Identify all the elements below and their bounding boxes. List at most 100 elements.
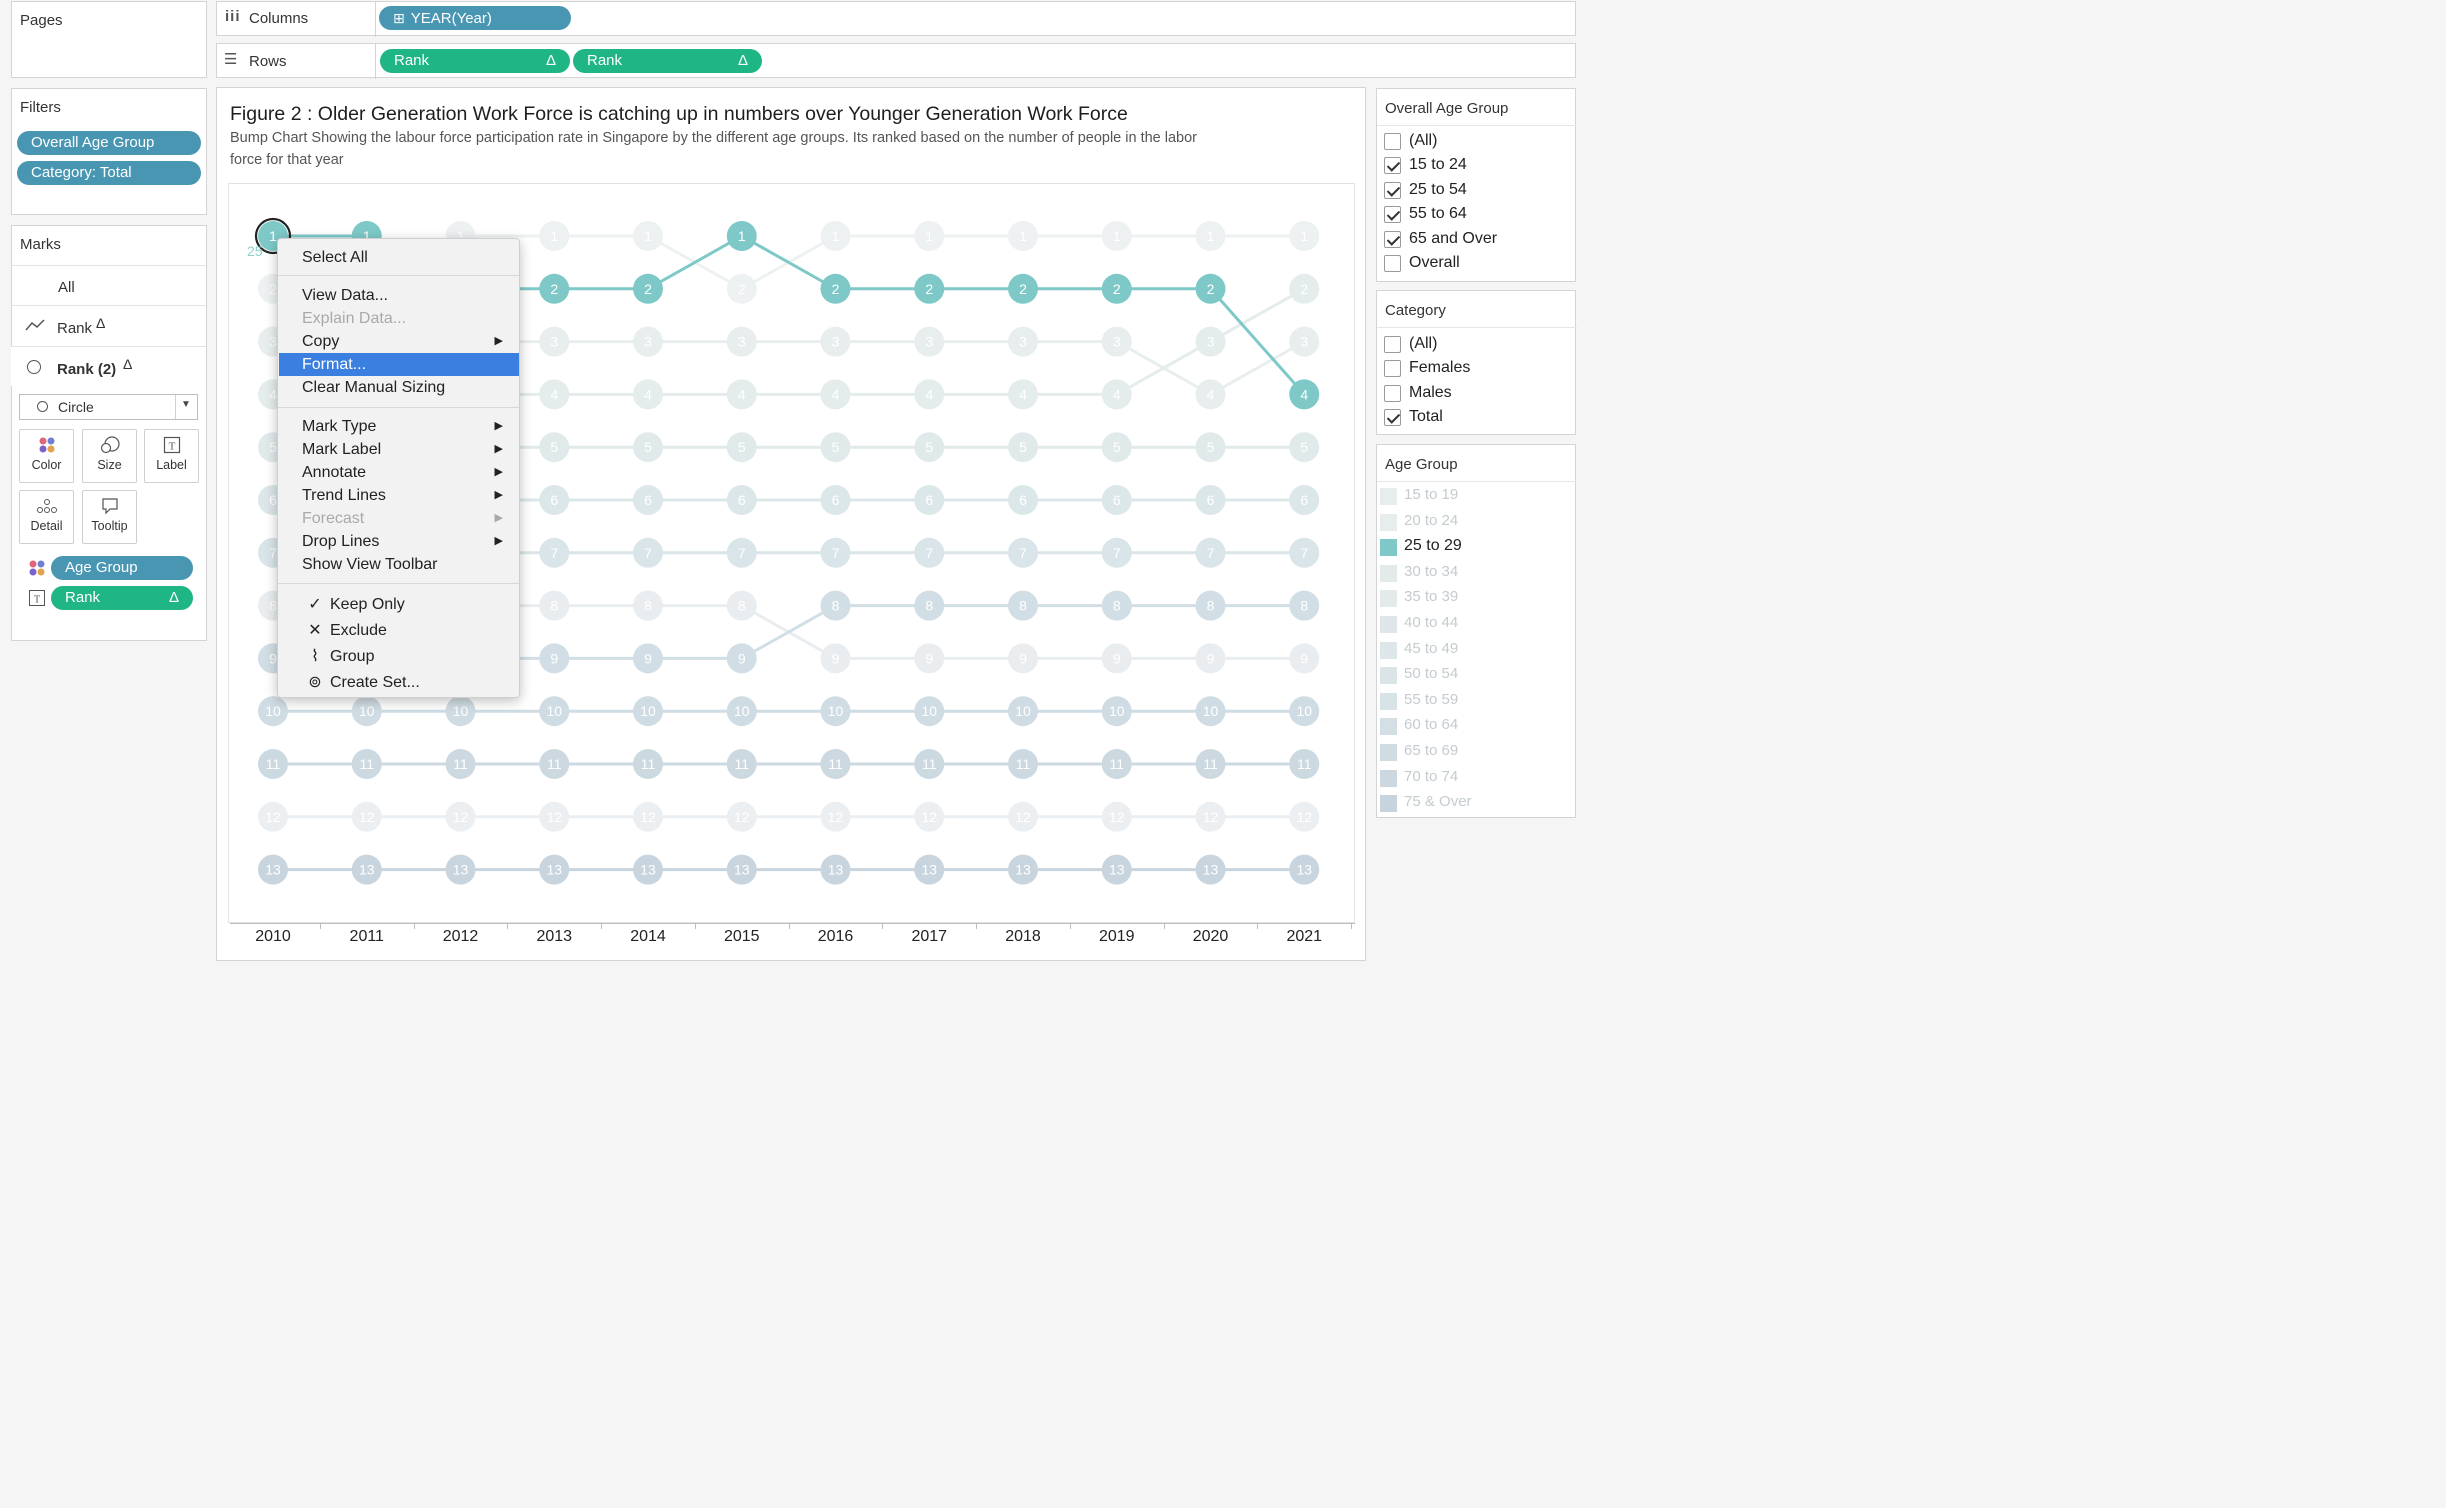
checkbox-checked[interactable]	[1384, 181, 1401, 199]
rank-point[interactable]	[726, 749, 757, 779]
checkbox-unchecked[interactable]	[1384, 255, 1401, 272]
rank-point[interactable]	[1195, 485, 1226, 515]
rank-point[interactable]	[1195, 326, 1226, 357]
overall-age-group-option[interactable]: 25 to 54	[1384, 180, 1564, 202]
selected-point-ring[interactable]	[254, 217, 292, 255]
menu-item-mark-type[interactable]: Mark Type ▶	[279, 415, 519, 438]
rank-point[interactable]	[914, 801, 945, 832]
rank-pill-2[interactable]: Rank Δ	[573, 49, 762, 73]
rank-point[interactable]	[914, 326, 945, 357]
rank-point[interactable]	[914, 696, 945, 727]
rank-point[interactable]	[914, 379, 945, 410]
rank-point[interactable]	[1101, 801, 1132, 832]
rank-point[interactable]	[726, 537, 757, 568]
rank-point[interactable]	[726, 273, 757, 304]
highlight-rank-point[interactable]	[914, 273, 945, 304]
rank-point[interactable]	[820, 643, 851, 674]
marks-all-tab[interactable]: All	[11, 265, 206, 305]
menu-item-copy[interactable]: Copy ▶	[279, 330, 519, 353]
rank-point[interactable]	[1101, 537, 1132, 568]
rank-point[interactable]	[1289, 590, 1320, 621]
checkbox-checked[interactable]	[1384, 409, 1401, 427]
age-group-legend-item[interactable]: 55 to 59	[1380, 690, 1560, 712]
rank-point[interactable]	[1289, 854, 1320, 885]
rank-point[interactable]	[445, 749, 476, 779]
checkbox-checked[interactable]	[1384, 157, 1401, 175]
rank-point[interactable]	[539, 590, 570, 621]
rank-point[interactable]	[820, 749, 851, 779]
filter-pill-category[interactable]: Category: Total	[17, 161, 201, 185]
rank-point[interactable]	[258, 696, 288, 727]
rank-point[interactable]	[539, 537, 570, 568]
marks-rank2-tab[interactable]: Rank (2) Δ	[11, 346, 206, 386]
menu-item-group[interactable]: ⌇ Group	[279, 644, 519, 670]
rank-point[interactable]	[914, 590, 945, 621]
rank-point[interactable]	[539, 801, 570, 832]
highlight-rank-point[interactable]	[1195, 273, 1226, 304]
age-group-legend-item[interactable]: 20 to 24	[1380, 511, 1560, 533]
rank-label-pill[interactable]: Rank Δ	[51, 586, 193, 610]
rank-point[interactable]	[539, 221, 570, 251]
rank-point[interactable]	[914, 221, 945, 251]
rank-point[interactable]	[1289, 537, 1320, 568]
overall-age-group-option[interactable]: 65 and Over	[1384, 229, 1564, 251]
rank-point[interactable]	[1008, 432, 1038, 463]
rank-point[interactable]	[820, 537, 851, 568]
rank-point[interactable]	[539, 696, 570, 727]
rank-point[interactable]	[820, 696, 851, 727]
rank-point[interactable]	[633, 326, 663, 357]
rank-point[interactable]	[633, 537, 663, 568]
menu-item-mark-label[interactable]: Mark Label ▶	[279, 438, 519, 461]
rank-point[interactable]	[1008, 485, 1038, 515]
rank-point[interactable]	[726, 643, 757, 674]
rank-point[interactable]	[820, 379, 851, 410]
menu-item-clear-manual-sizing[interactable]: Clear Manual Sizing	[279, 376, 519, 399]
rank-point[interactable]	[914, 432, 945, 463]
rank-point[interactable]	[1289, 485, 1320, 515]
overall-age-group-option[interactable]: 15 to 24	[1384, 155, 1564, 177]
rank-point[interactable]	[1101, 485, 1132, 515]
rank-point[interactable]	[914, 485, 945, 515]
rank-point[interactable]	[1195, 221, 1226, 251]
rank-point[interactable]	[820, 432, 851, 463]
menu-item-trend-lines[interactable]: Trend Lines ▶	[279, 484, 519, 507]
menu-item-create-set[interactable]: ⊚ Create Set...	[279, 670, 519, 696]
rank-point[interactable]	[539, 379, 570, 410]
rank-point[interactable]	[1101, 326, 1132, 357]
checkbox-checked[interactable]	[1384, 230, 1401, 248]
age-group-pill[interactable]: Age Group	[51, 556, 193, 580]
filter-pill-overall-age-group[interactable]: Overall Age Group	[17, 131, 201, 155]
rank-point[interactable]	[258, 801, 288, 832]
rank-point[interactable]	[633, 696, 663, 727]
rank-point[interactable]	[633, 749, 663, 779]
rank-point[interactable]	[633, 801, 663, 832]
highlight-rank-point[interactable]	[1289, 379, 1320, 410]
rank-point[interactable]	[726, 485, 757, 515]
rank-point[interactable]	[726, 854, 757, 885]
rank-point[interactable]	[1008, 379, 1038, 410]
category-option[interactable]: Males	[1384, 383, 1564, 405]
highlight-rank-point[interactable]	[820, 273, 851, 304]
rank-point[interactable]	[539, 854, 570, 885]
rank-point[interactable]	[351, 696, 382, 727]
overall-age-group-option[interactable]: 55 to 64	[1384, 204, 1564, 226]
rank-point[interactable]	[539, 749, 570, 779]
rank-point[interactable]	[1101, 854, 1132, 885]
rank-point[interactable]	[1195, 537, 1226, 568]
rank-point[interactable]	[351, 749, 382, 779]
rank-point[interactable]	[1195, 643, 1226, 674]
marks-rank-tab[interactable]: Rank Δ	[11, 305, 206, 345]
rank-point[interactable]	[445, 801, 476, 832]
rank-point[interactable]	[1008, 696, 1038, 727]
rank-point[interactable]	[1195, 749, 1226, 779]
menu-item-exclude[interactable]: ✕ Exclude	[279, 618, 519, 644]
rows-shelf[interactable]: ☰ Rows Rank Δ Rank Δ	[216, 43, 1576, 79]
rank-point[interactable]	[820, 801, 851, 832]
menu-item-format[interactable]: Format...	[279, 353, 519, 376]
checkbox-checked[interactable]	[1384, 206, 1401, 224]
rank-point[interactable]	[1008, 590, 1038, 621]
rank-point[interactable]	[539, 432, 570, 463]
rank-point[interactable]	[820, 221, 851, 251]
rank-point[interactable]	[726, 432, 757, 463]
rank-point[interactable]	[539, 643, 570, 674]
